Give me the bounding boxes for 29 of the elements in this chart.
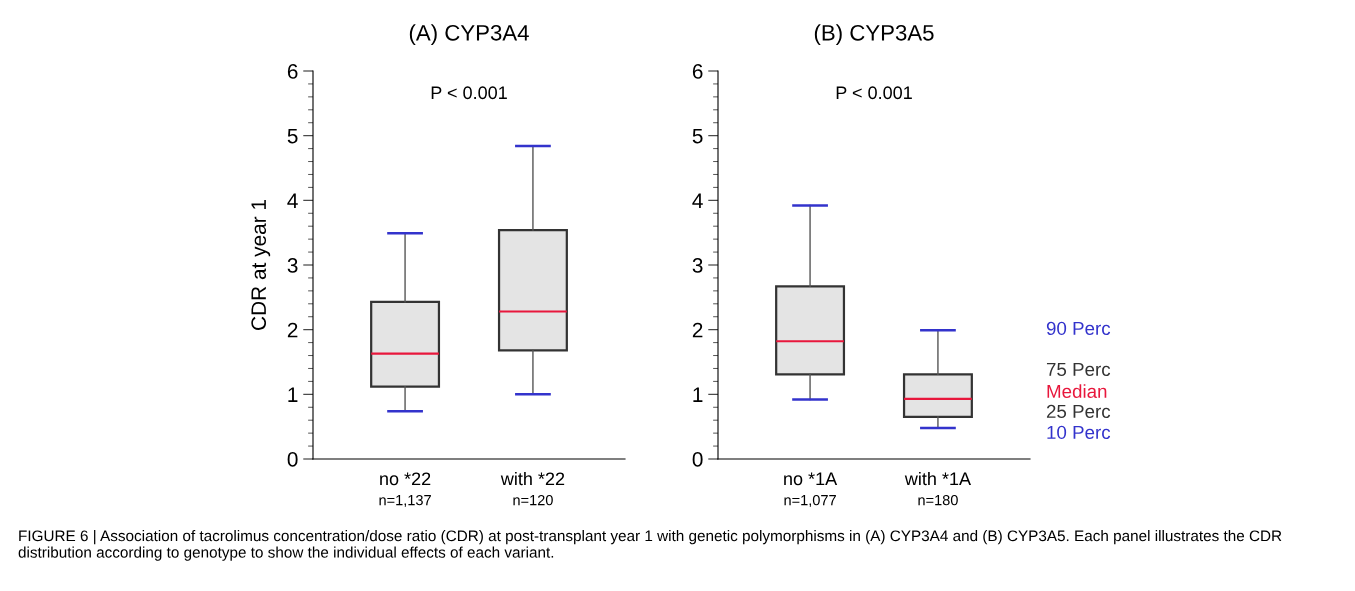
y-tick-label: 1 — [288, 387, 298, 402]
y-tick-label: 6 — [287, 64, 298, 79]
x-tick-label: with *22 n=120 — [500, 471, 565, 506]
chart-title: (A) CYP3A4 — [409, 24, 529, 46]
text: 90 Perc — [1046, 321, 1111, 336]
chart-title: (B) CYP3A5 — [814, 24, 934, 46]
text: 25 Perc — [1046, 404, 1111, 419]
annotation: P < 0.001 — [431, 86, 507, 100]
y-tick-label: 4 — [287, 193, 298, 208]
y-tick-label: 5 — [692, 128, 703, 144]
text: 10 Perc — [1047, 425, 1111, 440]
y-axis-title: CDR at year 1 — [251, 200, 271, 330]
y-tick-label: 5 — [287, 128, 298, 144]
y-tick-label: 3 — [287, 258, 298, 273]
text: Median — [1047, 384, 1107, 399]
x-tick-label: with *1A n=180 — [904, 471, 972, 506]
y-tick-label: 6 — [692, 64, 703, 79]
y-tick-label: 0 — [287, 452, 298, 467]
annotation: P < 0.001 — [836, 86, 912, 100]
text: 75 Perc — [1046, 362, 1111, 377]
caption: FIGURE 6 | Association of tacrolimus concentration/dose ratio (CDR) at post-transplant year 1 with genetic polymorphisms in (A) CYP3A4 and (B) CYP3A5. Each panel illustrates the CDR distribution according to genotype to show the individual effects of each variant. — [18, 530, 1282, 561]
y-tick-label: 3 — [692, 258, 703, 273]
y-tick-label: 0 — [692, 452, 703, 467]
y-tick-label: 2 — [287, 322, 298, 338]
x-tick-label: no *1A n=1,077 — [784, 472, 838, 507]
y-tick-label: 1 — [693, 387, 703, 402]
y-tick-label: 4 — [692, 193, 703, 208]
y-tick-label: 2 — [692, 322, 703, 338]
x-tick-label: no *22 n=1,137 — [379, 472, 431, 507]
